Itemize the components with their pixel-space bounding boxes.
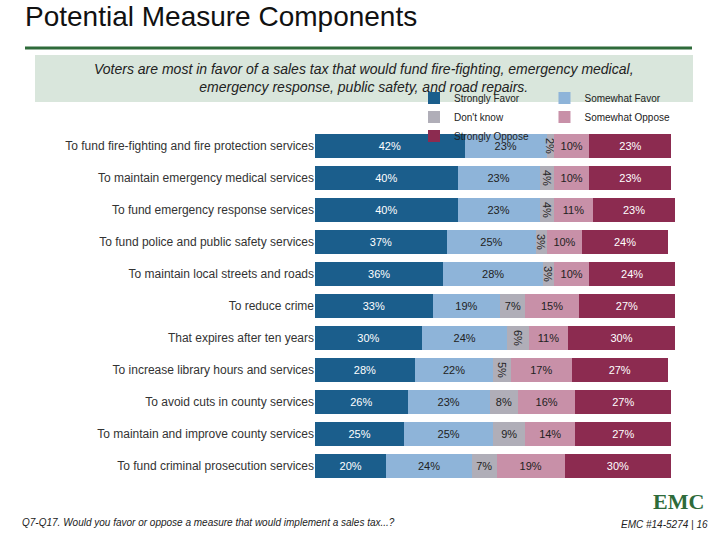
svg-text:10%: 10% — [553, 236, 575, 248]
svg-text:EMC: EMC — [653, 489, 704, 514]
svg-text:33%: 33% — [363, 300, 385, 312]
svg-text:23%: 23% — [487, 172, 509, 184]
svg-text:Strongly Favor: Strongly Favor — [454, 93, 520, 104]
svg-text:10%: 10% — [561, 140, 583, 152]
svg-text:3%: 3% — [535, 234, 547, 250]
svg-text:Somewhat Favor: Somewhat Favor — [584, 93, 660, 104]
svg-text:30%: 30% — [357, 332, 379, 344]
svg-text:28%: 28% — [354, 364, 376, 376]
svg-text:4%: 4% — [541, 202, 553, 218]
svg-text:EMC #14-5274 | 16: EMC #14-5274 | 16 — [621, 519, 708, 530]
svg-text:That expires after ten years: That expires after ten years — [168, 331, 314, 345]
svg-text:23%: 23% — [487, 204, 509, 216]
svg-text:To avoid cuts in county servic: To avoid cuts in county services — [145, 395, 314, 409]
svg-text:3%: 3% — [542, 266, 554, 282]
svg-text:Don't know: Don't know — [454, 112, 504, 123]
svg-text:24%: 24% — [614, 236, 636, 248]
svg-text:To fund fire-fighting and fire: To fund fire-fighting and fire protectio… — [65, 139, 314, 153]
svg-text:36%: 36% — [368, 268, 390, 280]
svg-text:19%: 19% — [455, 300, 477, 312]
svg-text:To maintain local streets and: To maintain local streets and roads — [129, 267, 314, 281]
svg-text:To maintain and improve county: To maintain and improve county services — [97, 427, 314, 441]
svg-text:24%: 24% — [621, 268, 643, 280]
svg-text:10%: 10% — [561, 172, 583, 184]
svg-text:22%: 22% — [443, 364, 465, 376]
svg-text:23%: 23% — [438, 396, 460, 408]
svg-text:17%: 17% — [530, 364, 552, 376]
svg-text:7%: 7% — [476, 460, 492, 472]
svg-text:24%: 24% — [418, 460, 440, 472]
svg-text:19%: 19% — [520, 460, 542, 472]
svg-text:11%: 11% — [563, 204, 584, 216]
svg-text:To fund emergency response ser: To fund emergency response services — [112, 203, 314, 217]
svg-text:25%: 25% — [438, 428, 460, 440]
svg-text:37%: 37% — [370, 236, 392, 248]
svg-text:15%: 15% — [541, 300, 563, 312]
svg-text:To increase library hours and: To increase library hours and services — [113, 363, 314, 377]
svg-text:28%: 28% — [482, 268, 504, 280]
svg-text:To fund criminal prosecution s: To fund criminal prosecution services — [117, 459, 314, 473]
svg-text:27%: 27% — [612, 428, 634, 440]
svg-text:30%: 30% — [610, 332, 632, 344]
svg-text:4%: 4% — [541, 170, 553, 186]
svg-text:To fund police and public safe: To fund police and public safety service… — [99, 235, 314, 249]
svg-text:25%: 25% — [480, 236, 502, 248]
svg-text:40%: 40% — [375, 172, 397, 184]
svg-text:9%: 9% — [501, 428, 517, 440]
svg-text:Potential Measure Components: Potential Measure Components — [25, 1, 417, 32]
svg-text:27%: 27% — [616, 300, 638, 312]
svg-text:Voters are most in favor of a: Voters are most in favor of a sales tax … — [94, 61, 634, 95]
svg-text:27%: 27% — [609, 364, 631, 376]
svg-text:6%: 6% — [512, 330, 524, 346]
svg-text:2%: 2% — [544, 138, 556, 154]
svg-text:10%: 10% — [561, 268, 583, 280]
svg-text:42%: 42% — [379, 140, 401, 152]
svg-text:27%: 27% — [612, 396, 634, 408]
svg-text:30%: 30% — [607, 460, 629, 472]
svg-text:24%: 24% — [454, 332, 476, 344]
svg-text:23%: 23% — [623, 204, 645, 216]
svg-text:5%: 5% — [496, 362, 508, 378]
svg-text:16%: 16% — [536, 396, 558, 408]
svg-text:14%: 14% — [539, 428, 561, 440]
svg-text:To reduce crime: To reduce crime — [229, 299, 315, 313]
svg-text:Somewhat Oppose: Somewhat Oppose — [584, 112, 669, 123]
svg-text:To maintain emergency medical: To maintain emergency medical services — [98, 171, 314, 185]
svg-text:Q7-Q17. Would you favor or opp: Q7-Q17. Would you favor or oppose a meas… — [22, 517, 395, 528]
svg-text:11%: 11% — [538, 332, 559, 344]
svg-text:8%: 8% — [496, 396, 512, 408]
svg-text:26%: 26% — [350, 396, 372, 408]
svg-text:20%: 20% — [340, 460, 362, 472]
svg-text:40%: 40% — [375, 204, 397, 216]
svg-text:23%: 23% — [494, 140, 517, 152]
svg-text:25%: 25% — [348, 428, 370, 440]
svg-text:23%: 23% — [619, 172, 641, 184]
svg-text:7%: 7% — [505, 300, 521, 312]
svg-text:Strongly Oppose: Strongly Oppose — [454, 131, 529, 142]
svg-text:23%: 23% — [619, 140, 641, 152]
